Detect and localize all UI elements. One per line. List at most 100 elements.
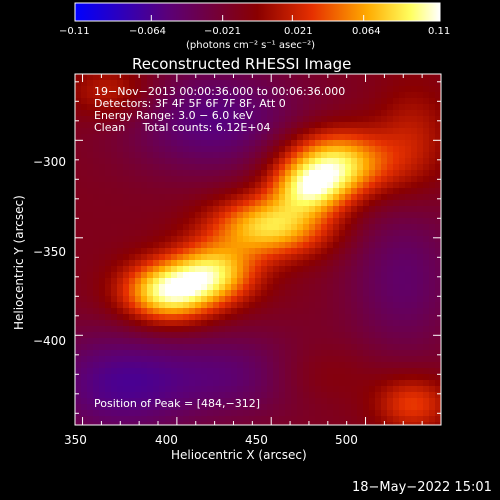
heatmap-cell — [195, 308, 202, 315]
heatmap-cell — [159, 320, 166, 327]
heatmap-cell — [183, 146, 190, 153]
heatmap-cell — [405, 296, 412, 303]
heatmap-cell — [363, 110, 370, 117]
heatmap-cell — [429, 110, 436, 117]
heatmap-cell — [417, 320, 424, 327]
heatmap-cell — [291, 110, 298, 117]
heatmap-cell — [141, 122, 148, 129]
heatmap-cell — [231, 164, 238, 171]
heatmap-cell — [135, 80, 142, 87]
heatmap-cell — [231, 380, 238, 387]
heatmap-cell — [297, 296, 304, 303]
heatmap-cell — [111, 398, 118, 405]
heatmap-cell — [351, 218, 358, 225]
heatmap-cell — [213, 332, 220, 339]
heatmap-cell — [129, 104, 136, 111]
heatmap-cell — [219, 86, 226, 93]
heatmap-cell — [111, 176, 118, 183]
heatmap-cell — [315, 254, 322, 261]
heatmap-cell — [405, 242, 412, 249]
heatmap-cell — [219, 116, 226, 123]
heatmap-cell — [105, 398, 112, 405]
heatmap-cell — [141, 344, 148, 351]
heatmap-cell — [243, 338, 250, 345]
heatmap-cell — [297, 398, 304, 405]
heatmap-cell — [177, 170, 184, 177]
heatmap-cell — [285, 236, 292, 243]
heatmap-cell — [111, 182, 118, 189]
heatmap-cell — [339, 374, 346, 381]
heatmap-cell — [255, 146, 262, 153]
heatmap-cell — [303, 260, 310, 267]
heatmap-cell — [93, 152, 100, 159]
heatmap-cell — [309, 152, 316, 159]
heatmap-cell — [279, 200, 286, 207]
heatmap-cell — [375, 80, 382, 87]
heatmap-cell — [183, 314, 190, 321]
heatmap-cell — [255, 116, 262, 123]
heatmap-cell — [339, 290, 346, 297]
heatmap-cell — [417, 176, 424, 183]
heatmap-cell — [99, 260, 106, 267]
heatmap-cell — [231, 248, 238, 255]
heatmap-cell — [123, 278, 130, 285]
heatmap-cell — [243, 170, 250, 177]
heatmap-cell — [99, 404, 106, 411]
heatmap-cell — [339, 410, 346, 417]
heatmap-cell — [429, 350, 436, 357]
heatmap-cell — [363, 218, 370, 225]
heatmap-cell — [213, 134, 220, 141]
heatmap-cell — [195, 170, 202, 177]
heatmap-cell — [381, 284, 388, 291]
heatmap-cell — [405, 290, 412, 297]
heatmap-cell — [417, 134, 424, 141]
heatmap-cell — [123, 260, 130, 267]
heatmap-cell — [153, 350, 160, 357]
heatmap-cell — [405, 230, 412, 237]
heatmap-cell — [183, 266, 190, 273]
heatmap-cell — [375, 302, 382, 309]
heatmap-cell — [285, 398, 292, 405]
heatmap-cell — [147, 386, 154, 393]
heatmap-cell — [75, 80, 82, 87]
heatmap-cell — [369, 122, 376, 129]
heatmap-cell — [315, 380, 322, 387]
heatmap-cell — [309, 86, 316, 93]
heatmap-cell — [273, 314, 280, 321]
heatmap-cell — [387, 326, 394, 333]
heatmap-cell — [297, 302, 304, 309]
heatmap-cell — [429, 386, 436, 393]
heatmap-cell — [123, 254, 130, 261]
heatmap-cell — [273, 290, 280, 297]
heatmap-cell — [153, 218, 160, 225]
heatmap-cell — [309, 182, 316, 189]
heatmap-cell — [309, 266, 316, 273]
heatmap-cell — [285, 326, 292, 333]
heatmap-cell — [171, 128, 178, 135]
heatmap-cell — [147, 200, 154, 207]
heatmap-cell — [261, 404, 268, 411]
heatmap-cell — [393, 302, 400, 309]
heatmap-cell — [411, 308, 418, 315]
heatmap-cell — [357, 146, 364, 153]
heatmap-cell — [273, 416, 280, 423]
heatmap-cell — [81, 344, 88, 351]
heatmap-cell — [123, 368, 130, 375]
heatmap-cell — [393, 86, 400, 93]
heatmap-cell — [381, 170, 388, 177]
heatmap-cell — [135, 98, 142, 105]
heatmap-cell — [429, 398, 436, 405]
heatmap-cell — [99, 320, 106, 327]
heatmap-cell — [219, 152, 226, 159]
heatmap-cell — [159, 368, 166, 375]
heatmap-cell — [231, 362, 238, 369]
heatmap-cell — [183, 326, 190, 333]
heatmap-cell — [345, 272, 352, 279]
heatmap-cell — [177, 164, 184, 171]
heatmap-cell — [75, 272, 82, 279]
heatmap-cell — [159, 350, 166, 357]
heatmap-cell — [345, 314, 352, 321]
heatmap-cell — [405, 374, 412, 381]
heatmap-cell — [189, 224, 196, 231]
heatmap-cell — [387, 242, 394, 249]
